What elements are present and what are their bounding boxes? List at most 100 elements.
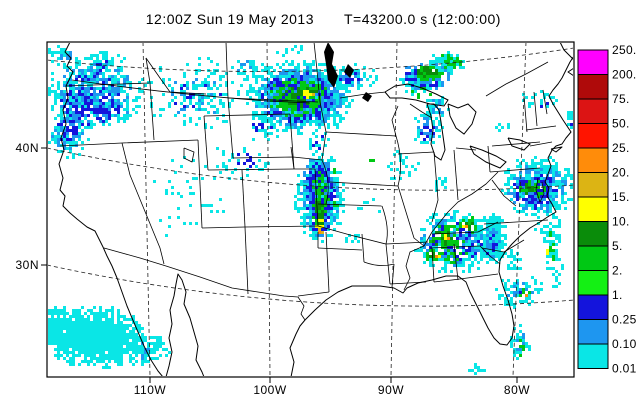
precip-cell: [231, 99, 234, 102]
precip-cell: [513, 258, 516, 261]
precip-cell: [537, 183, 540, 186]
precip-cell: [462, 264, 465, 267]
precip-cell: [297, 105, 300, 108]
precip-cell: [306, 90, 309, 93]
gridline: [48, 47, 573, 72]
precip-cell: [519, 210, 522, 213]
precip-cell: [438, 78, 441, 81]
precip-cell: [417, 75, 420, 78]
precip-cell: [117, 363, 120, 366]
precip-cell: [69, 330, 72, 333]
precip-cell: [459, 66, 462, 69]
precip-cell: [312, 210, 315, 213]
precip-cell: [219, 99, 222, 102]
precip-cell: [489, 216, 492, 219]
precip-cell: [108, 336, 111, 339]
precip-cell: [102, 123, 105, 126]
precip-cell: [309, 219, 312, 222]
precip-cell: [459, 60, 462, 63]
precip-cell: [303, 120, 306, 123]
precip-cell: [96, 327, 99, 330]
precip-cell: [66, 321, 69, 324]
precip-cell: [330, 90, 333, 93]
precip-cell: [321, 219, 324, 222]
precip-cell: [312, 183, 315, 186]
precip-cell: [132, 348, 135, 351]
precip-cell: [279, 114, 282, 117]
precip-cell: [75, 336, 78, 339]
precip-cell: [465, 249, 468, 252]
precip-cell: [117, 339, 120, 342]
precip-cell: [312, 192, 315, 195]
precip-cell: [435, 63, 438, 66]
precip-cell: [498, 246, 501, 249]
precip-cell: [297, 129, 300, 132]
precip-cell: [309, 183, 312, 186]
precip-cell: [534, 228, 537, 231]
precip-cell: [276, 75, 279, 78]
precip-cell: [306, 117, 309, 120]
precip-cell: [63, 324, 66, 327]
precip-cell: [513, 303, 516, 306]
precip-cell: [84, 333, 87, 336]
precip-cell: [525, 288, 528, 291]
precip-cell: [57, 345, 60, 348]
precip-cell: [111, 75, 114, 78]
precip-cell: [87, 108, 90, 111]
precip-cell: [531, 180, 534, 183]
precip-cell: [312, 87, 315, 90]
precip-cell: [429, 81, 432, 84]
precip-cell: [324, 228, 327, 231]
precip-cell: [159, 114, 162, 117]
precip-cell: [291, 120, 294, 123]
precip-cell: [87, 93, 90, 96]
precip-cell: [78, 132, 81, 135]
precip-cell: [105, 108, 108, 111]
precip-cell: [270, 105, 273, 108]
precip-cell: [402, 171, 405, 174]
precip-cell: [336, 81, 339, 84]
precip-cell: [87, 339, 90, 342]
precip-cell: [261, 63, 264, 66]
precip-cell: [78, 114, 81, 117]
precip-cell: [93, 357, 96, 360]
precip-cell: [297, 63, 300, 66]
precip-cell: [549, 180, 552, 183]
precip-cell: [429, 72, 432, 75]
precip-cell: [318, 108, 321, 111]
precip-cell: [120, 324, 123, 327]
precip-cell: [273, 75, 276, 78]
precip-cell: [543, 240, 546, 243]
precip-cell: [276, 108, 279, 111]
precip-cell: [276, 135, 279, 138]
precip-cell: [93, 327, 96, 330]
precip-cell: [261, 129, 264, 132]
precip-cell: [330, 180, 333, 183]
precip-cell: [84, 90, 87, 93]
precip-cell: [300, 105, 303, 108]
precip-cell: [426, 255, 429, 258]
precip-cell: [60, 51, 63, 54]
precip-cell: [90, 336, 93, 339]
precip-cell: [540, 183, 543, 186]
precip-cell: [327, 216, 330, 219]
precip-cell: [303, 108, 306, 111]
precip-cell: [75, 114, 78, 117]
precip-cell: [303, 87, 306, 90]
precip-cell: [309, 234, 312, 237]
precip-cell: [66, 111, 69, 114]
precip-cell: [81, 324, 84, 327]
precip-cell: [306, 207, 309, 210]
precip-cell: [132, 318, 135, 321]
precip-cell: [99, 357, 102, 360]
precip-cell: [192, 105, 195, 108]
precip-cell: [57, 114, 60, 117]
precip-cell: [306, 81, 309, 84]
precip-cell: [510, 198, 513, 201]
precip-cell: [438, 237, 441, 240]
precip-cell: [108, 357, 111, 360]
precip-cell: [294, 93, 297, 96]
precip-cell: [99, 324, 102, 327]
precip-cell: [519, 288, 522, 291]
precip-cell: [432, 126, 435, 129]
